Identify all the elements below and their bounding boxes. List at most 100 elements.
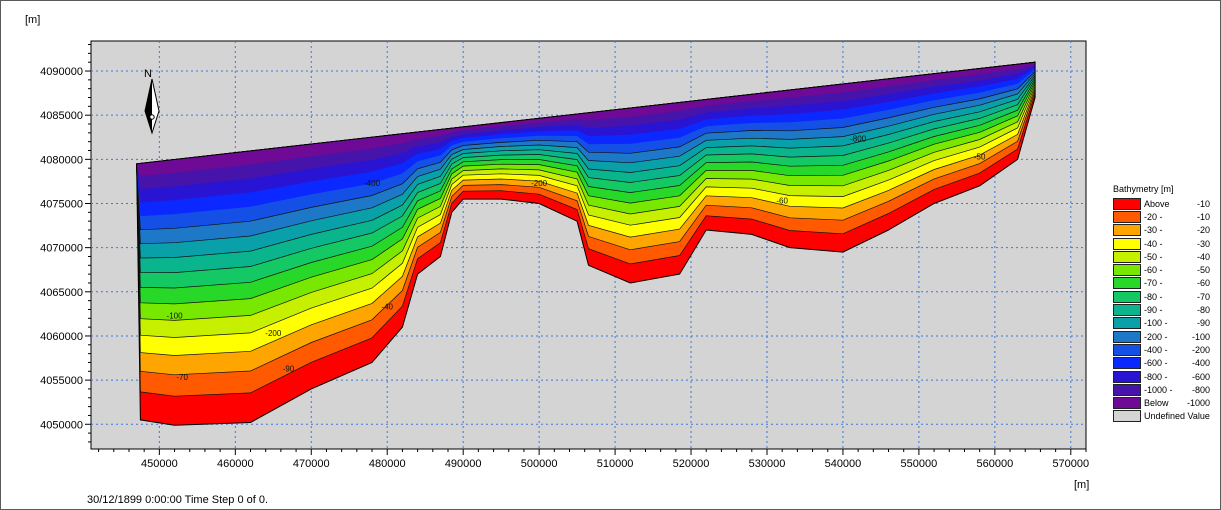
legend-label-low: -20 - — [1144, 211, 1163, 222]
bathymetry-field — [136, 61, 1036, 426]
y-tick-label: 4050000 — [40, 419, 83, 431]
status-bar-text: 30/12/1899 0:00:00 Time Step 0 of 0. — [87, 494, 269, 506]
legend-label-low: -800 - — [1144, 371, 1168, 382]
contour-label: -200 — [265, 329, 282, 338]
x-tick-label: 510000 — [597, 458, 634, 470]
contour-label: -40 — [381, 302, 393, 311]
north-arrow-icon: N — [144, 68, 160, 135]
legend-swatch — [1113, 330, 1141, 343]
x-tick-label: 480000 — [369, 458, 406, 470]
legend-swatch — [1113, 250, 1141, 263]
legend-label-high: -10 — [1196, 198, 1210, 209]
y-tick-label: 4070000 — [40, 243, 83, 255]
legend-label-high: -200 — [1191, 344, 1210, 355]
legend-label-low: -100 - — [1144, 318, 1168, 329]
contour-label: -200 — [531, 179, 548, 188]
legend-swatch — [1113, 290, 1141, 303]
legend-swatch — [1113, 237, 1141, 250]
legend-label-low: -40 - — [1144, 238, 1163, 249]
legend-label-high: -600 — [1191, 371, 1210, 382]
legend-item: -200 - -100 — [1113, 330, 1221, 343]
legend-item: -60 - -50 — [1113, 263, 1221, 277]
legend-label-low: -600 - — [1144, 358, 1168, 369]
legend-label-high: -80 — [1196, 305, 1210, 316]
legend-swatch — [1113, 343, 1141, 356]
contour-label: -800 — [850, 135, 867, 144]
legend-label-low: -400 - — [1144, 344, 1168, 355]
legend-label-high: -40 — [1196, 251, 1210, 262]
x-tick-label: 560000 — [976, 458, 1013, 470]
y-tick-label: 4075000 — [40, 198, 83, 210]
y-tick-label: 4065000 — [40, 287, 83, 299]
legend-item: -1000 - -800 — [1113, 383, 1221, 396]
legend-label-low: -1000 - — [1144, 384, 1173, 395]
contour-labels: -400 -200 -100 -70 -40 -90 -200 -50 -800 -60 — [167, 135, 986, 382]
legend-swatch — [1113, 304, 1141, 317]
x-tick-label: 500000 — [521, 458, 558, 470]
legend-item: -70 - -60 — [1113, 277, 1221, 290]
legend-swatch — [1113, 410, 1141, 423]
x-tick-label: 550000 — [901, 458, 938, 470]
legend-label-low: -70 - — [1144, 278, 1163, 289]
legend-item: -50 - -40 — [1113, 250, 1221, 263]
legend-item: Above -10 — [1113, 197, 1221, 210]
legend-item: Undefined Value — [1113, 410, 1221, 423]
legend-label-low: -30 - — [1144, 225, 1163, 236]
legend-label-low: -200 - — [1144, 331, 1168, 342]
legend-item: -20 - -10 — [1113, 210, 1221, 223]
x-tick-label: 570000 — [1052, 458, 1089, 470]
y-tick-label: 4060000 — [40, 331, 83, 343]
legend-item: Below -1000 — [1113, 396, 1221, 410]
legend-label-high: -100 — [1191, 331, 1210, 342]
y-axis-unit: [m] — [25, 14, 40, 26]
bathymetry-legend: Bathymetry [m] Above -10 -20 - -10 -30 - -20-… — [1113, 183, 1221, 423]
legend-swatch — [1113, 224, 1141, 237]
x-tick-label: 520000 — [673, 458, 710, 470]
legend-swatch — [1113, 210, 1141, 223]
contour-label: -100 — [167, 311, 184, 320]
legend-label-low: Undefined Value — [1144, 411, 1210, 422]
legend-label-low: -60 - — [1144, 265, 1163, 276]
legend-item: -400 - -200 — [1113, 343, 1221, 356]
legend-item: -600 - -400 — [1113, 357, 1221, 370]
contour-label: -90 — [283, 364, 295, 373]
legend-label-high: -70 — [1196, 291, 1210, 302]
legend-swatch — [1113, 277, 1141, 290]
legend-swatch — [1113, 317, 1141, 330]
legend-label-high: -800 — [1191, 384, 1210, 395]
x-tick-label: 540000 — [825, 458, 862, 470]
legend-swatch — [1113, 264, 1141, 277]
legend-swatch — [1113, 357, 1141, 370]
x-tick-label: 490000 — [445, 458, 482, 470]
legend-label-high: -10 — [1196, 211, 1210, 222]
legend-label-high: -1000 — [1186, 398, 1210, 409]
x-axis-unit: [m] — [1074, 479, 1089, 491]
contour-label: -50 — [974, 152, 986, 161]
legend-swatch — [1113, 383, 1141, 396]
legend-label-high: -50 — [1196, 265, 1210, 276]
y-tick-label: 4090000 — [40, 66, 83, 78]
legend-label-high: -60 — [1196, 278, 1210, 289]
x-tick-label: 450000 — [141, 458, 178, 470]
legend-swatch — [1113, 370, 1141, 383]
legend-swatch — [1113, 397, 1141, 410]
legend-item: -90 - -80 — [1113, 303, 1221, 317]
legend-item: -100 - -90 — [1113, 317, 1221, 330]
legend-label-high: -400 — [1191, 358, 1210, 369]
x-tick-label: 470000 — [293, 458, 330, 470]
legend-label-low: -80 - — [1144, 291, 1163, 302]
contour-label: -60 — [776, 196, 788, 205]
y-tick-label: 4080000 — [40, 154, 83, 166]
legend-item: -800 - -600 — [1113, 370, 1221, 383]
legend-label-low: -90 - — [1144, 305, 1163, 316]
legend-label-high: -20 — [1196, 225, 1210, 236]
legend-label-low: Below — [1144, 398, 1169, 409]
legend-label-high: -30 — [1196, 238, 1210, 249]
contour-label: -70 — [176, 373, 188, 382]
contour-label: -400 — [364, 179, 381, 188]
domain-outline — [136, 61, 1036, 426]
legend-label-high: -90 — [1196, 318, 1210, 329]
y-tick-label: 4055000 — [40, 375, 83, 387]
